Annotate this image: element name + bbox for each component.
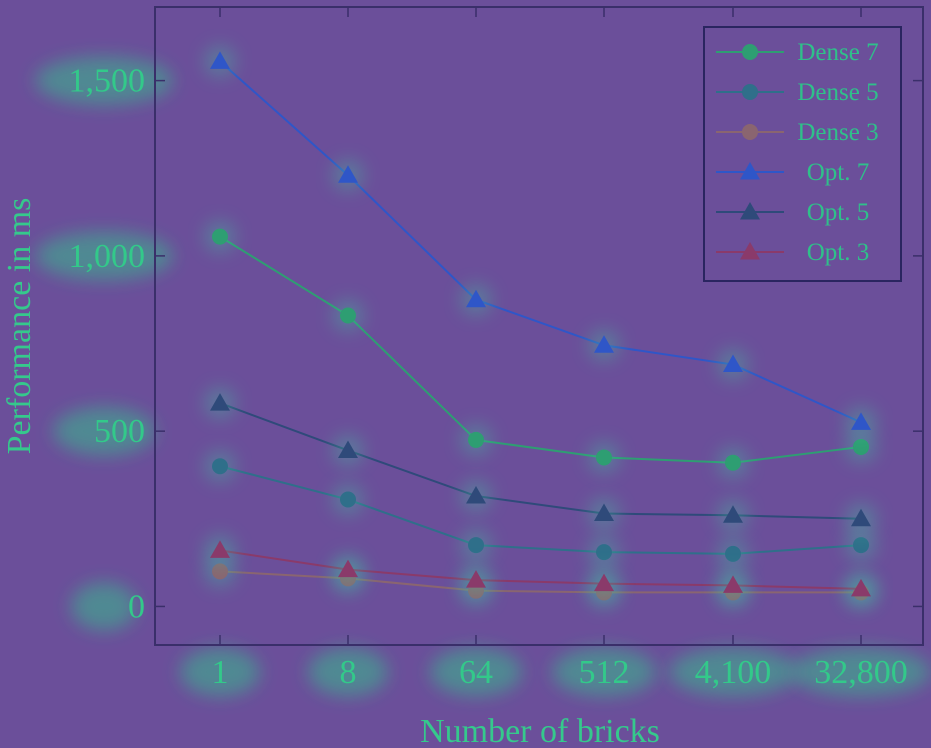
y-tick-label: 1,500 <box>69 63 146 100</box>
point-marker <box>212 228 228 245</box>
point-marker <box>596 449 612 466</box>
x-tick-label: 512 <box>579 654 630 691</box>
legend-label: Dense 7 <box>797 39 878 66</box>
point-marker <box>338 165 358 183</box>
background-glow <box>35 56 931 696</box>
tick-glow <box>71 582 137 631</box>
series-opt-7 <box>204 45 877 439</box>
point-marker <box>723 575 743 593</box>
point-marker <box>594 503 614 522</box>
x-tick-label: 1 <box>212 654 229 691</box>
point-marker <box>466 289 486 308</box>
point-marker <box>338 440 358 458</box>
point-marker <box>466 570 486 588</box>
point-marker <box>210 51 230 69</box>
point-marker <box>212 563 228 580</box>
point-marker <box>725 545 741 562</box>
series-line <box>219 235 862 464</box>
x-axis-title: Number of bricks <box>420 713 660 748</box>
series-opt-3 <box>204 534 877 605</box>
series-dense-7 <box>204 220 877 479</box>
point-marker <box>338 559 358 578</box>
x-tick-label: 8 <box>340 654 357 691</box>
point-marker <box>594 335 614 353</box>
legend-box <box>703 26 902 282</box>
legend-label: Opt. 7 <box>807 159 870 186</box>
point-marker <box>723 505 743 523</box>
point-marker <box>210 540 230 558</box>
legend-label: Opt. 5 <box>807 199 870 226</box>
x-tick-label: 32,800 <box>814 654 908 691</box>
tick-glow <box>308 648 388 696</box>
point-marker <box>740 242 760 260</box>
point-marker <box>740 202 760 220</box>
series-opt-5 <box>204 387 877 535</box>
point-marker <box>340 491 356 508</box>
series-line <box>219 570 861 594</box>
y-axis-title: Performance in ms <box>1 198 38 455</box>
series-layer <box>204 45 877 609</box>
point-marker <box>740 162 760 180</box>
point-marker <box>210 393 230 411</box>
point-marker <box>466 486 486 504</box>
series-line <box>219 549 862 590</box>
point-marker <box>853 438 869 455</box>
tick-glow <box>552 648 656 696</box>
point-marker <box>725 454 741 471</box>
tick-glow <box>430 648 522 696</box>
point-marker <box>851 412 871 430</box>
legend-label: Dense 3 <box>797 119 878 146</box>
point-marker <box>742 124 758 140</box>
x-tick-label: 64 <box>459 654 493 691</box>
legend-label: Opt. 3 <box>807 239 870 266</box>
point-marker <box>212 458 228 475</box>
series-line <box>219 402 862 520</box>
point-marker <box>851 578 871 597</box>
point-marker <box>853 537 869 554</box>
series-line <box>219 60 862 424</box>
point-marker <box>742 44 758 60</box>
series-line <box>219 465 862 555</box>
point-marker <box>468 431 484 448</box>
point-marker <box>468 537 484 554</box>
y-tick-label: 500 <box>94 413 145 450</box>
point-marker <box>340 307 356 324</box>
legend: Dense 7 Dense 5 Dense 3 Opt. 7 Opt. 5 Opt. 3 <box>703 26 902 282</box>
tick-glow <box>35 231 173 280</box>
y-tick-label: 0 <box>128 588 145 625</box>
tick-glow <box>35 56 173 105</box>
point-marker <box>596 544 612 561</box>
point-marker <box>723 354 743 373</box>
legend-label: Dense 5 <box>797 79 878 106</box>
tick-glow <box>791 648 931 696</box>
tick-glow <box>180 648 260 696</box>
tick-glow <box>53 407 155 456</box>
point-marker <box>594 573 614 592</box>
tick-glow <box>669 648 797 696</box>
plot-frame <box>154 6 924 646</box>
axes: 1 8 64 512 4,100 32,800 0 500 1,000 1,500 <box>69 7 923 691</box>
series-dense-5 <box>204 450 877 570</box>
x-tick-label: 4,100 <box>695 654 772 691</box>
point-marker <box>742 84 758 100</box>
point-marker <box>851 508 871 527</box>
y-tick-label: 1,000 <box>69 238 146 275</box>
